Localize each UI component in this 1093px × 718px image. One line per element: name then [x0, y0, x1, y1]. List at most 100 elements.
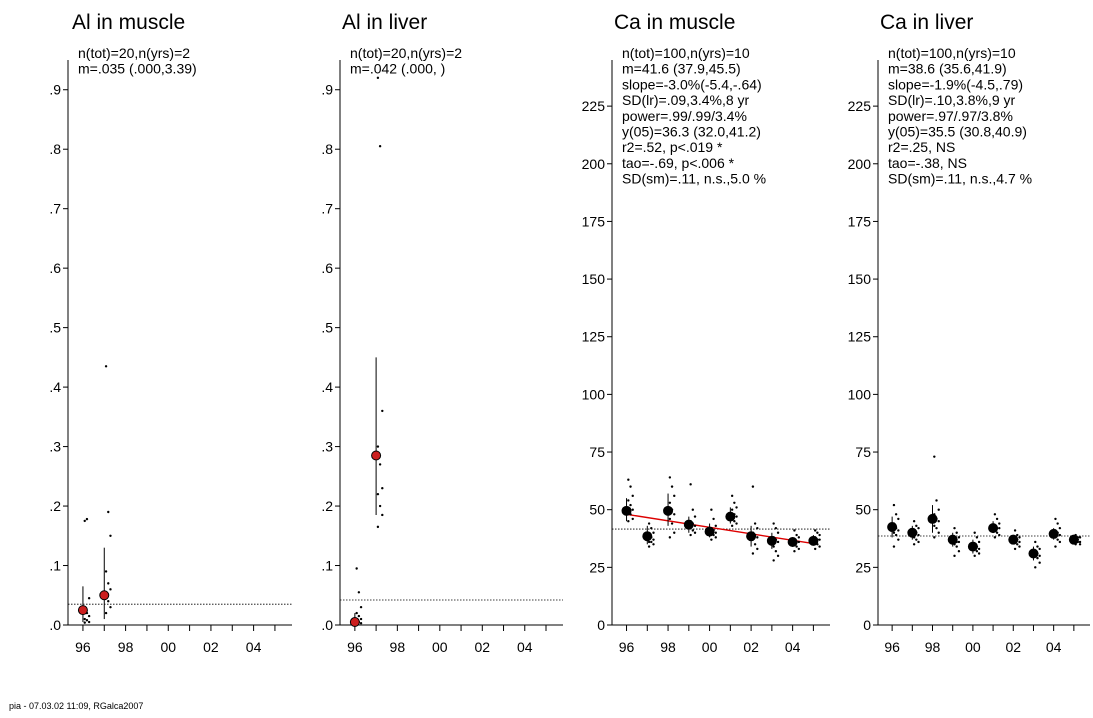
y-tick-label: 25: [855, 559, 871, 575]
data-point: [359, 605, 363, 609]
data-point: [897, 517, 900, 521]
data-point: [816, 531, 819, 534]
data-point: [104, 570, 108, 573]
data-point: [813, 547, 817, 551]
data-point: [1058, 526, 1062, 530]
x-tick-label: 04: [1046, 639, 1062, 655]
data-point: [953, 554, 956, 558]
data-point: [774, 526, 778, 530]
chart-panel-3: Ca in muscle n(tot)=100,n(yrs)=10m=41.6 (…: [582, 11, 830, 655]
data-point: [795, 533, 798, 537]
data-point: [629, 503, 632, 507]
data-point: [631, 508, 634, 511]
data-point: [756, 526, 759, 530]
data-point: [647, 545, 651, 548]
x-tick-label: 96: [75, 639, 91, 655]
data-point: [912, 543, 916, 546]
data-point: [357, 591, 361, 594]
data-point: [897, 538, 900, 541]
data-point: [87, 614, 91, 618]
data-point: [355, 567, 358, 570]
data-point: [693, 524, 697, 528]
data-point: [735, 506, 738, 509]
mean-marker: [77, 605, 88, 616]
data-point: [109, 605, 112, 609]
data-point: [376, 76, 380, 80]
data-point: [953, 526, 956, 530]
y-tick-label: 175: [582, 213, 606, 229]
data-point: [652, 538, 655, 541]
trend-line: [626, 513, 814, 545]
mean-marker: [99, 590, 110, 601]
y-tick-label: .8: [49, 141, 61, 157]
data-point: [937, 508, 940, 511]
data-point: [85, 517, 89, 521]
mean-marker: [642, 531, 653, 542]
data-point: [714, 524, 717, 528]
mean-marker: [787, 536, 798, 547]
data-point: [631, 517, 634, 521]
y-tick-label: 0: [597, 617, 605, 633]
chart-title: Ca in muscle: [614, 11, 735, 34]
data-point: [107, 582, 110, 585]
x-tick-label: 00: [702, 639, 718, 655]
data-point: [1018, 540, 1021, 544]
data-point: [85, 619, 89, 622]
data-point: [381, 513, 384, 517]
data-point: [935, 499, 938, 502]
y-tick-label: .2: [49, 498, 61, 514]
y-tick-label: 0: [863, 617, 871, 633]
x-tick-label: 04: [246, 639, 262, 655]
data-point: [793, 550, 796, 553]
mean-marker: [1068, 534, 1079, 545]
data-point: [937, 520, 940, 523]
data-point: [691, 508, 695, 511]
mean-marker: [1008, 534, 1019, 545]
data-point: [957, 550, 961, 553]
x-tick-label: 96: [347, 639, 363, 655]
data-point: [933, 455, 936, 458]
data-point: [813, 529, 817, 532]
data-point: [917, 533, 920, 537]
y-tick-label: .5: [321, 320, 333, 336]
data-point: [691, 529, 695, 532]
data-point: [818, 538, 821, 541]
data-point: [772, 545, 775, 548]
data-point: [975, 536, 979, 539]
data-point: [756, 536, 759, 539]
data-point: [1056, 538, 1059, 541]
stat-line: slope=-3.0%(-5.4,-.64): [622, 76, 762, 92]
y-tick-label: .4: [49, 379, 61, 395]
chart-panel-4: Ca in liver n(tot)=100,n(yrs)=10m=38.6 (3…: [848, 11, 1090, 655]
mean-marker: [704, 526, 715, 537]
x-tick-label: 02: [203, 639, 219, 655]
data-point: [795, 545, 798, 548]
y-tick-label: 150: [582, 271, 606, 287]
y-tick-label: .1: [321, 558, 333, 574]
y-tick-label: .6: [49, 260, 61, 276]
data-point: [894, 513, 898, 516]
data-point: [107, 510, 110, 514]
y-tick-label: 125: [582, 329, 606, 345]
x-tick-label: 98: [925, 639, 941, 655]
data-point: [975, 550, 979, 553]
stat-line: power=.97/.97/3.8%: [888, 108, 1013, 124]
data-point: [915, 538, 918, 541]
data-point: [693, 515, 697, 518]
data-point: [1034, 540, 1037, 544]
data-point: [998, 533, 1001, 537]
stat-line: r2=.52, p<.019 *: [622, 139, 723, 155]
data-point: [83, 617, 86, 621]
data-point: [730, 494, 734, 498]
x-tick-label: 96: [619, 639, 635, 655]
data-point: [1013, 547, 1017, 551]
stat-line: SD(lr)=.10,3.8%,9 yr: [888, 92, 1016, 108]
y-tick-label: .9: [321, 82, 333, 98]
data-point: [751, 552, 755, 555]
data-point: [1013, 529, 1017, 532]
y-tick-label: 25: [589, 559, 605, 575]
mean-marker: [988, 523, 999, 534]
data-point: [892, 531, 896, 534]
data-point: [1018, 545, 1021, 548]
